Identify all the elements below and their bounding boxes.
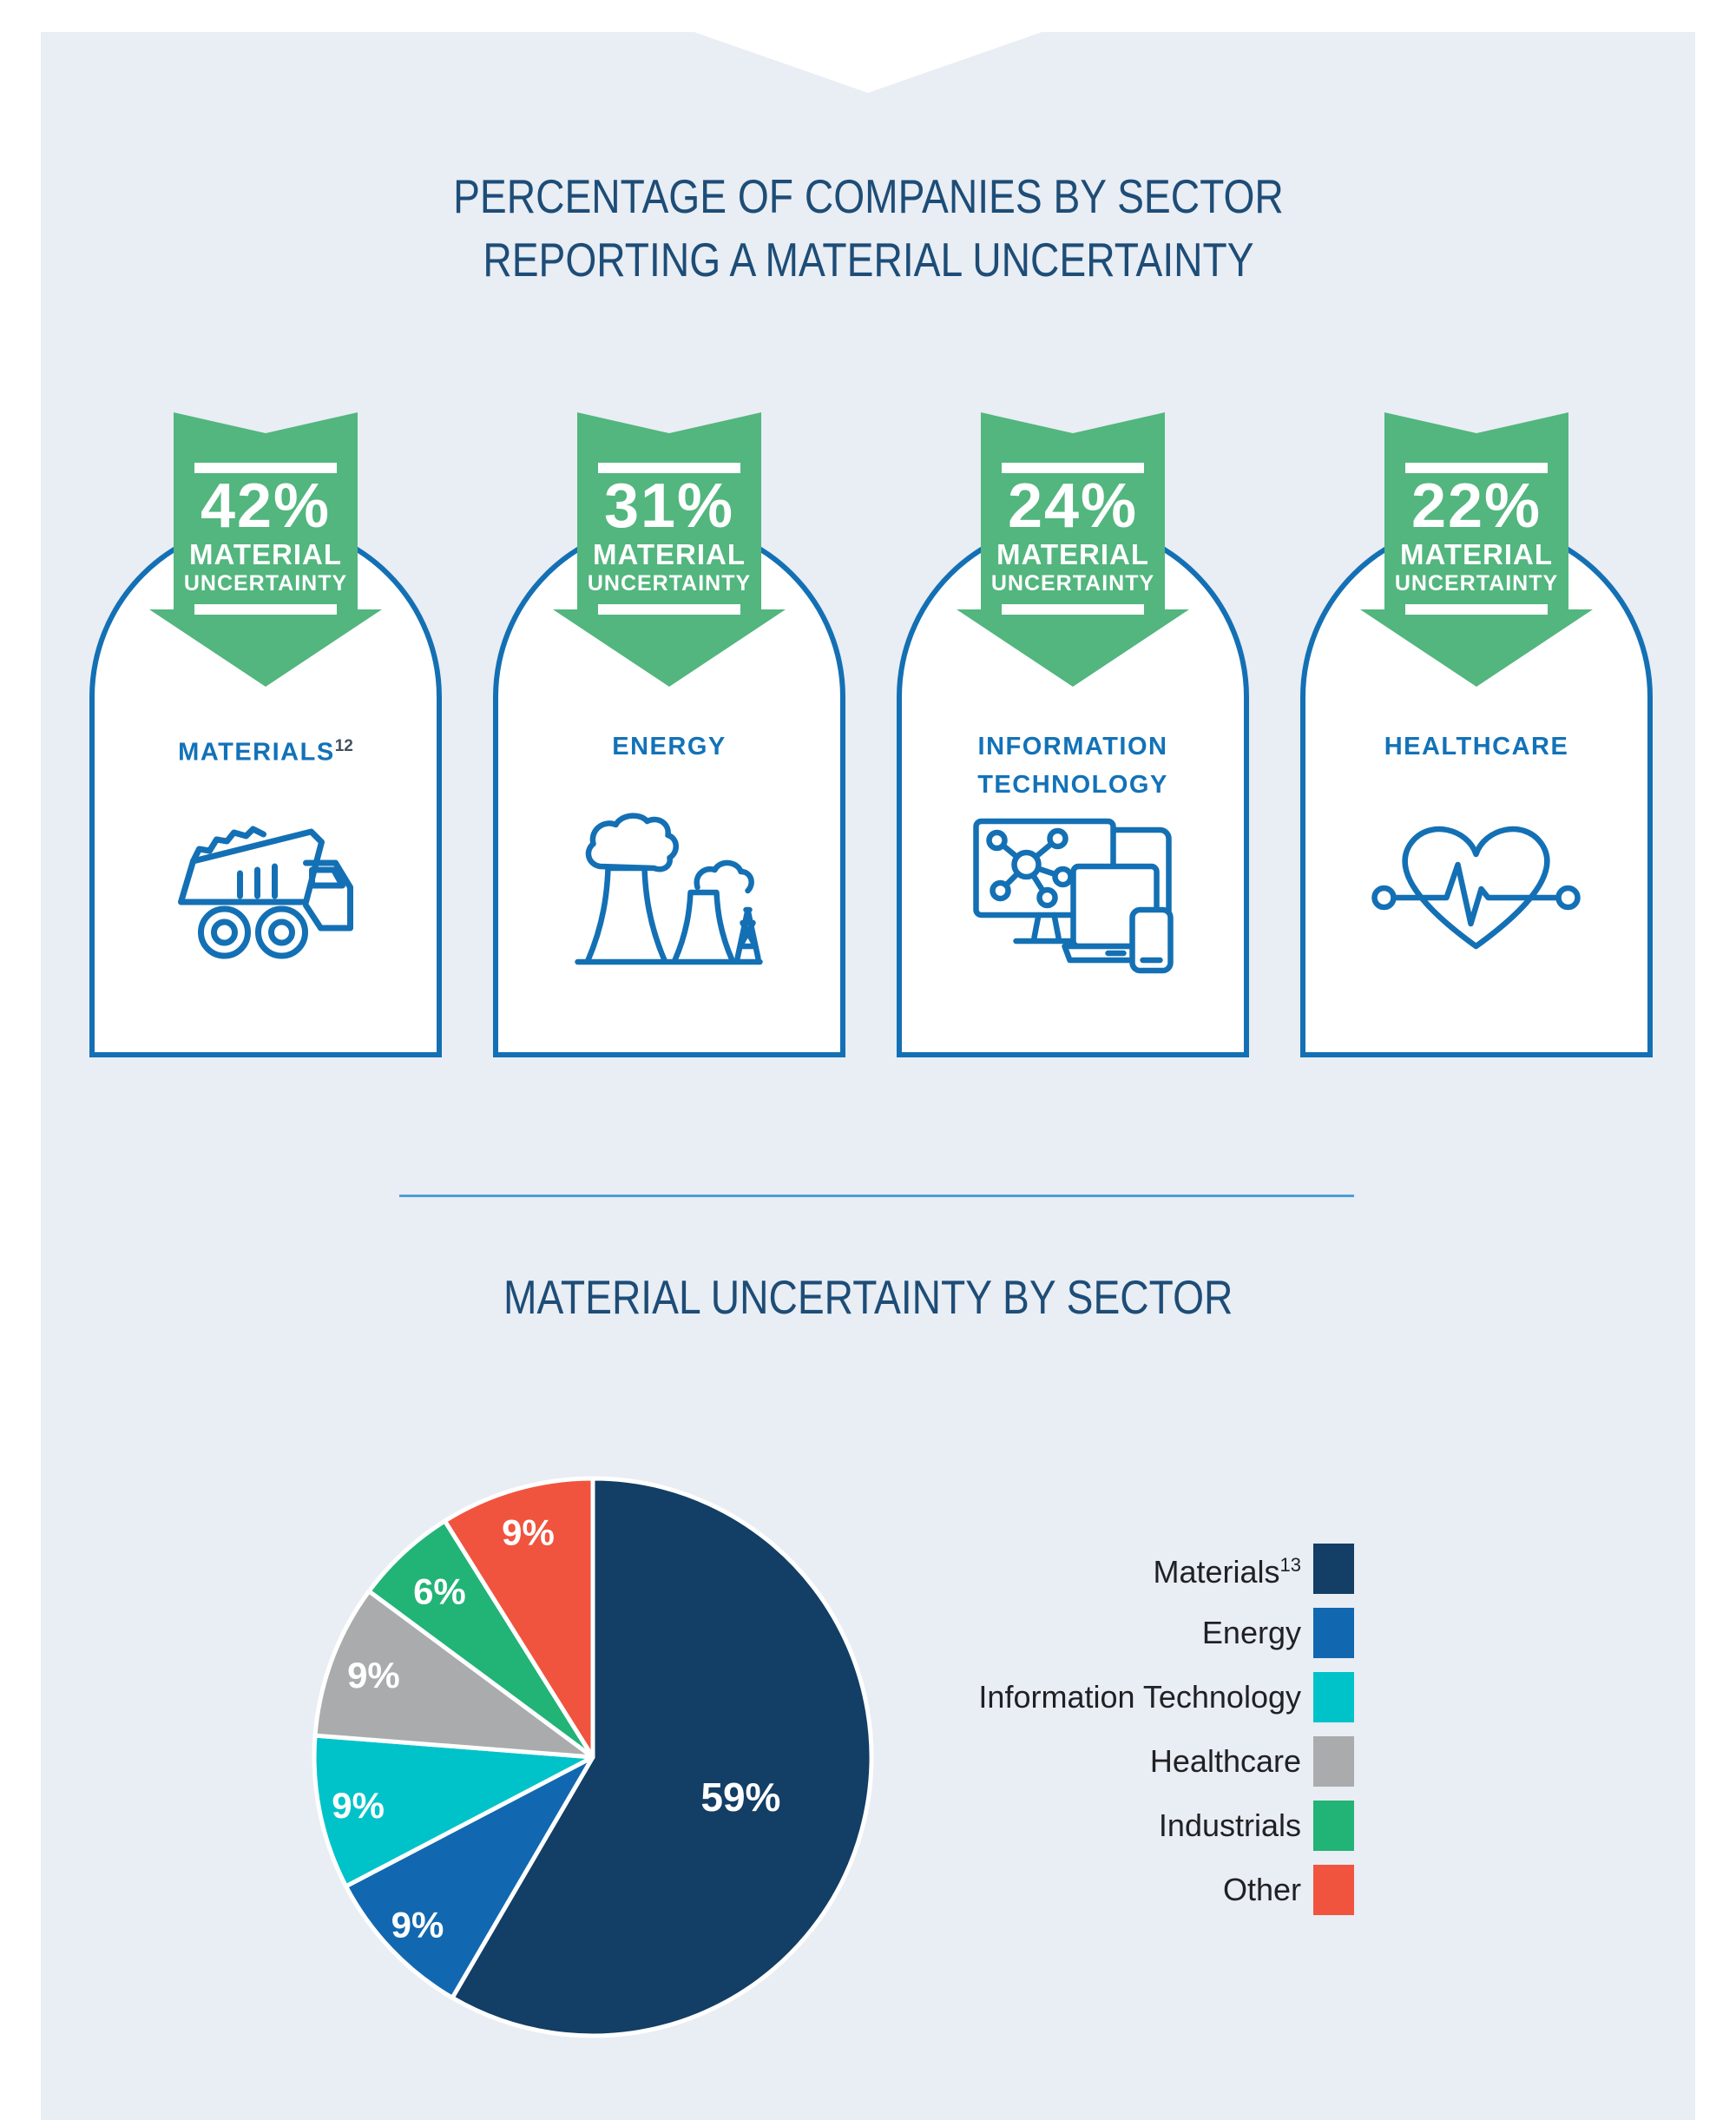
section1-title-line1: PERCENTAGE OF COMPANIES BY SECTOR bbox=[452, 169, 1284, 223]
pie-legend: Materials13 Energy Information Technolog… bbox=[694, 1544, 1354, 1929]
ribbon-pct-materials: 42% bbox=[200, 471, 332, 541]
footnote-ref-12: 12 bbox=[334, 737, 353, 755]
pie-chart: 59% 9% 9% 9% 6% 9% bbox=[312, 1476, 874, 2038]
ribbon-word-uncertainty: UNCERTAINTY bbox=[990, 571, 1155, 596]
footnote-ref-13: 13 bbox=[1279, 1554, 1301, 1576]
devices-icon bbox=[973, 818, 1174, 974]
legend-row-energy: Energy bbox=[694, 1608, 1354, 1658]
ribbon-word-uncertainty: UNCERTAINTY bbox=[587, 571, 752, 596]
legend-swatch-industrials bbox=[1313, 1801, 1354, 1851]
pie-slice-label-information-technology: 9% bbox=[332, 1785, 385, 1826]
legend-row-healthcare: Healthcare bbox=[694, 1736, 1354, 1787]
pie-slice-materials bbox=[450, 1476, 874, 2038]
pie-slice-label-materials: 59% bbox=[700, 1774, 780, 1820]
ribbon-bar bbox=[194, 604, 337, 615]
pie-chart-container: 59% 9% 9% 9% 6% 9% bbox=[288, 1452, 898, 2062]
sector-label-materials: MATERIALS12 bbox=[178, 737, 353, 767]
legend-row-materials: Materials13 bbox=[694, 1544, 1354, 1594]
power-plant-icon bbox=[575, 813, 763, 965]
section1-title: PERCENTAGE OF COMPANIES BY SECTOR REPORT… bbox=[0, 165, 1736, 292]
ribbon-word-material: MATERIAL bbox=[188, 538, 343, 570]
ribbon-pct-energy: 31% bbox=[603, 471, 735, 541]
ribbon-bar bbox=[194, 463, 337, 473]
pie-slice-label-energy: 9% bbox=[391, 1904, 444, 1945]
section2-title: MATERIAL UNCERTAINTY BY SECTOR bbox=[503, 1270, 1233, 1324]
ribbon-word-uncertainty: UNCERTAINTY bbox=[1394, 571, 1559, 596]
pie-slice-energy bbox=[344, 1755, 595, 2000]
pie-slice-label-other: 9% bbox=[502, 1511, 555, 1552]
section-divider bbox=[399, 1195, 1354, 1197]
sector-label-healthcare: HEALTHCARE bbox=[1384, 733, 1569, 760]
ribbon-bar bbox=[1002, 463, 1144, 473]
legend-swatch-healthcare bbox=[1313, 1736, 1354, 1787]
legend-swatch-other bbox=[1313, 1865, 1354, 1915]
legend-swatch-information-technology bbox=[1313, 1672, 1354, 1722]
pie-slice-healthcare bbox=[312, 1589, 595, 1760]
ribbon-bar bbox=[1405, 463, 1548, 473]
section1-title-line2: REPORTING A MATERIAL UNCERTAINTY bbox=[482, 233, 1254, 286]
ribbon-word-material: MATERIAL bbox=[1399, 538, 1554, 570]
ribbon-bar bbox=[598, 463, 740, 473]
pie-slice-other bbox=[443, 1476, 595, 1760]
legend-swatch-materials bbox=[1313, 1544, 1354, 1594]
legend-row-other: Other bbox=[694, 1865, 1354, 1915]
ribbon-bar bbox=[1002, 604, 1144, 615]
ribbon-bar bbox=[1405, 604, 1548, 615]
ribbon-pct-information-technology: 24% bbox=[1007, 471, 1139, 541]
sector-label-information-technology: INFORMATION TECHNOLOGY bbox=[977, 733, 1168, 799]
ribbon-word-material: MATERIAL bbox=[996, 538, 1150, 570]
dump-truck-icon bbox=[178, 826, 353, 959]
ribbon-word-material: MATERIAL bbox=[592, 538, 746, 570]
sector-card-information-technology: INFORMATION TECHNOLOGY bbox=[897, 521, 1249, 1057]
ribbon-bar bbox=[598, 604, 740, 615]
pie-slice-information-technology bbox=[312, 1733, 595, 1889]
legend-row-information-technology: Information Technology bbox=[694, 1672, 1354, 1722]
ribbon-word-uncertainty: UNCERTAINTY bbox=[183, 571, 348, 596]
pie-slice-label-industrials: 6% bbox=[413, 1571, 466, 1612]
ribbon-pct-healthcare: 22% bbox=[1410, 471, 1542, 541]
legend-swatch-energy bbox=[1313, 1608, 1354, 1658]
sector-label-energy: ENERGY bbox=[612, 733, 727, 760]
heart-pulse-icon bbox=[1371, 826, 1581, 950]
legend-row-industrials: Industrials bbox=[694, 1801, 1354, 1851]
pie-slice-label-healthcare: 9% bbox=[347, 1655, 400, 1695]
